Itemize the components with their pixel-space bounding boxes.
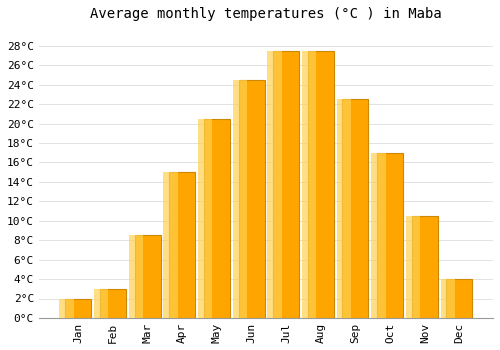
Bar: [446, 279, 472, 318]
Bar: [198, 119, 212, 318]
Bar: [94, 289, 108, 318]
Bar: [336, 99, 351, 318]
Bar: [302, 51, 316, 318]
Bar: [273, 51, 299, 318]
Bar: [66, 299, 92, 318]
Bar: [232, 80, 247, 318]
Bar: [268, 51, 281, 318]
Bar: [204, 119, 230, 318]
Bar: [342, 99, 368, 318]
Bar: [372, 153, 386, 318]
Bar: [60, 299, 74, 318]
Bar: [377, 153, 403, 318]
Bar: [412, 216, 438, 318]
Bar: [406, 216, 420, 318]
Bar: [164, 172, 177, 318]
Bar: [440, 279, 455, 318]
Bar: [128, 235, 143, 318]
Bar: [169, 172, 195, 318]
Bar: [100, 289, 126, 318]
Title: Average monthly temperatures (°C ) in Maba: Average monthly temperatures (°C ) in Ma…: [90, 7, 442, 21]
Bar: [238, 80, 264, 318]
Bar: [134, 235, 160, 318]
Bar: [308, 51, 334, 318]
